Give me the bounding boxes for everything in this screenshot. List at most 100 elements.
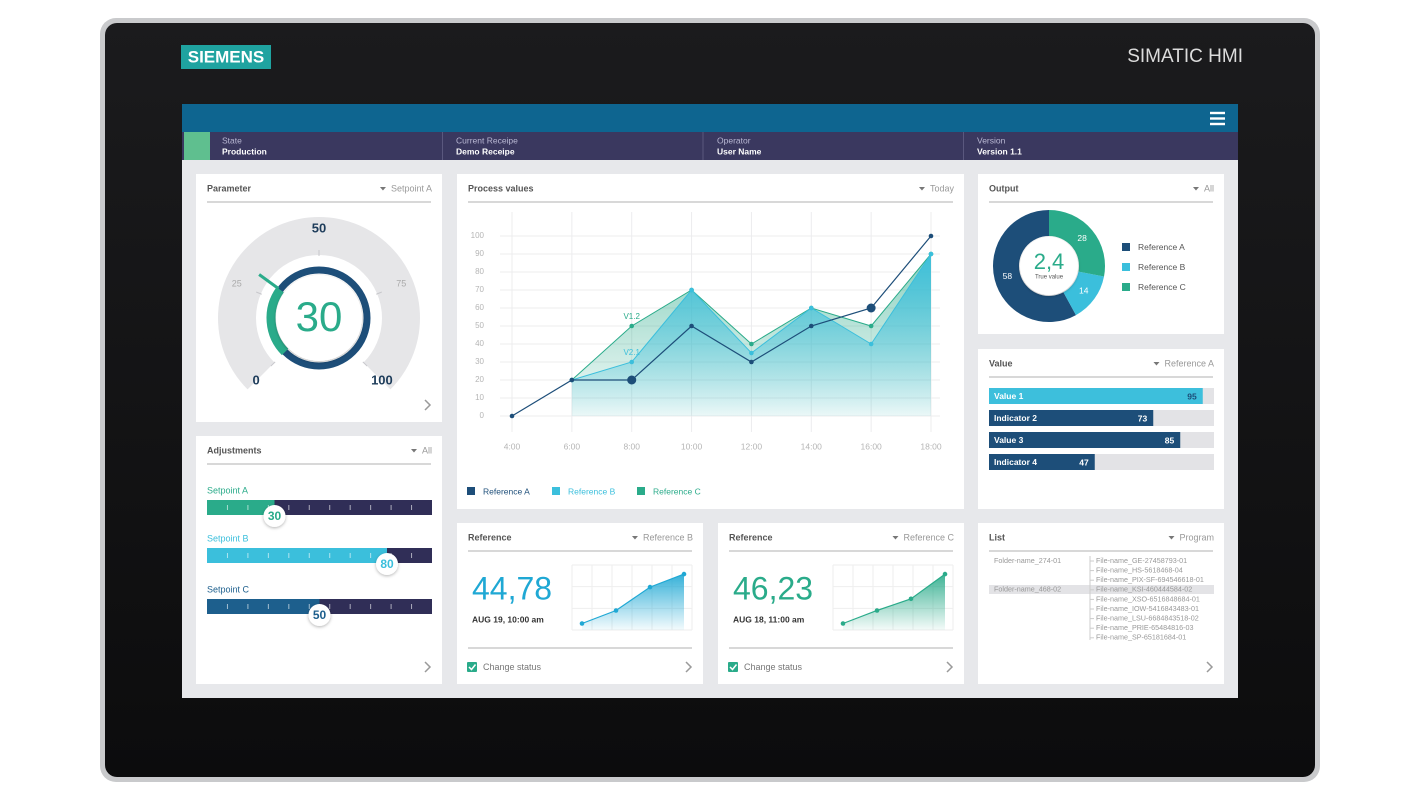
annotation: V1.2 (623, 312, 640, 321)
panel-title: Reference (468, 532, 512, 542)
panel-title: Parameter (207, 183, 252, 193)
trend-area (582, 574, 684, 630)
reference-value: 46,23 (733, 570, 813, 606)
slider-fill (207, 599, 320, 614)
y-tick-label: 90 (475, 249, 484, 258)
legend-swatch (1122, 283, 1130, 291)
panel-filter[interactable]: All (1204, 183, 1214, 193)
point (629, 323, 635, 329)
dropdown-arrow (1153, 362, 1160, 366)
slider-knob[interactable] (263, 505, 286, 527)
status-label: State (222, 135, 242, 145)
y-tick-label: 60 (475, 303, 484, 312)
bar (989, 410, 1154, 426)
chevron[interactable] (946, 661, 954, 673)
legend-label: Reference A (1138, 242, 1185, 252)
file-name[interactable]: File-name_SP-65181684-01 (1096, 633, 1186, 642)
donut-center-label: True value (1035, 275, 1064, 281)
chevron[interactable] (685, 661, 693, 673)
trend-point (874, 608, 880, 613)
file-name[interactable]: File-name_XSO-6516848684-01 (1096, 594, 1200, 603)
slider-fill (207, 548, 387, 563)
checkmark (729, 664, 738, 671)
status-bar (182, 132, 1238, 160)
file-name[interactable]: File-name_GE-27458793-01 (1096, 556, 1187, 565)
reference-value: 44,78 (472, 570, 552, 606)
status-value: Production (222, 146, 267, 156)
folder-name[interactable]: Folder-name_468-02 (994, 584, 1061, 593)
donut-label: 58 (1003, 271, 1013, 281)
y-tick-label: 80 (475, 267, 484, 276)
donut-label: 28 (1077, 233, 1087, 243)
x-tick-label: 6:00 (564, 441, 581, 451)
trend-point (908, 596, 914, 602)
panel-filter[interactable]: Reference C (903, 532, 954, 542)
slider-knob[interactable] (308, 604, 331, 626)
legend-swatch (637, 487, 645, 495)
file-name[interactable]: File-name_KSI-460444584-02 (1096, 585, 1192, 594)
checkbox-label: Change status (483, 662, 542, 672)
slider-value: 30 (268, 509, 282, 523)
bar-value: 47 (1079, 457, 1089, 467)
gauge-tick (362, 361, 368, 367)
checkbox[interactable] (728, 662, 738, 672)
file-name[interactable]: File-name_HS-5618468-04 (1096, 566, 1183, 575)
file-name[interactable]: File-name_IOW-5416843483-01 (1096, 604, 1199, 613)
slider-label: Setpoint B (207, 533, 249, 543)
menu-icon[interactable] (1210, 111, 1225, 126)
bar-name: Indicator 4 (994, 457, 1037, 467)
point (749, 359, 754, 365)
panel-filter[interactable]: Setpoint A (391, 183, 432, 193)
point (689, 323, 694, 329)
reference-date: AUG 18, 11:00 am (733, 614, 805, 624)
gauge-tick (255, 291, 262, 295)
panel (978, 523, 1224, 684)
dropdown-arrow (918, 187, 925, 191)
gauge-value-arc (266, 287, 289, 356)
trend-point (840, 621, 846, 626)
panel-filter[interactable]: Today (930, 183, 955, 193)
file-name[interactable]: File-name_PRIE-65484816-03 (1096, 623, 1194, 632)
panel-filter[interactable]: Program (1179, 532, 1214, 542)
point (629, 359, 635, 365)
y-tick-label: 10 (475, 393, 484, 402)
panel-filter[interactable]: Reference A (1164, 358, 1214, 368)
annotation: V2.1 (623, 348, 640, 357)
status-label: Version (977, 135, 1006, 145)
status-label: Current Receipe (456, 135, 518, 145)
legend-swatch (1122, 263, 1130, 271)
chevron[interactable] (424, 661, 432, 673)
checkmark (468, 664, 477, 671)
panel-filter[interactable]: All (422, 445, 432, 455)
brand: SIEMENS (188, 47, 265, 66)
dropdown-arrow (410, 449, 417, 453)
brand-badge (181, 45, 271, 69)
dropdown-arrow (631, 536, 638, 540)
donut-center-value: 2,4 (1034, 249, 1065, 274)
chevron[interactable] (424, 399, 432, 411)
gauge-tick (376, 291, 383, 295)
panel-filter[interactable]: Reference B (643, 532, 693, 542)
point (749, 341, 754, 347)
file-name[interactable]: File-name_PIX-SF-694546618-01 (1096, 575, 1204, 584)
x-tick-label: 10:00 (681, 441, 703, 451)
bar-value: 95 (1187, 391, 1197, 401)
chevron[interactable] (1206, 661, 1214, 673)
donut-label: 14 (1079, 286, 1089, 296)
y-tick-label: 70 (475, 285, 484, 294)
point (868, 341, 874, 347)
legend-label: Reference C (1138, 282, 1186, 292)
status-value: User Name (717, 146, 762, 156)
legend-swatch (467, 487, 475, 495)
x-tick-label: 14:00 (801, 441, 823, 451)
point (569, 377, 575, 383)
slider-knob[interactable] (376, 553, 398, 575)
point (808, 305, 814, 311)
point (689, 287, 694, 293)
file-name[interactable]: File-name_LSU-6684843518-02 (1096, 614, 1199, 623)
folder-name[interactable]: Folder-name_274-01 (994, 556, 1061, 565)
checkbox[interactable] (467, 662, 477, 672)
status-label: Operator (717, 135, 751, 145)
reference-date: AUG 19, 10:00 am (472, 614, 544, 624)
